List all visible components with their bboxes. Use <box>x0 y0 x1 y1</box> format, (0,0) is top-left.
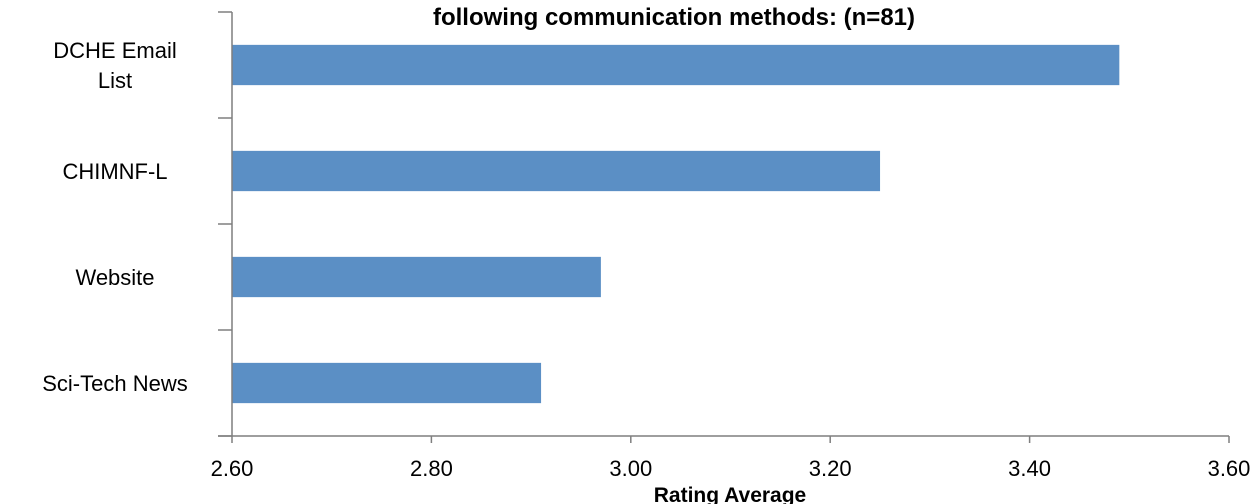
x-tick-label: 3.00 <box>609 456 652 481</box>
bar-chimnf-l <box>232 150 881 192</box>
category-labels: DCHE Email List CHIMNF-L Website Sci-Tech Ne… <box>42 38 187 396</box>
category-label: DCHE Email List <box>53 38 176 93</box>
bar-dche-email-list <box>232 44 1120 86</box>
x-tick-labels: 2.60 2.80 3.00 3.20 3.40 3.60 <box>211 456 1251 481</box>
x-tick-label: 2.80 <box>410 456 453 481</box>
chart-title: following communication methods: (n=81) <box>433 4 915 31</box>
category-label: Website <box>75 265 154 290</box>
bar-sci-tech-news <box>232 362 542 404</box>
x-tick-label: 3.60 <box>1208 456 1251 481</box>
axes-group <box>218 11 1230 443</box>
x-tick-label: 3.20 <box>809 456 852 481</box>
bars-group <box>232 44 1120 404</box>
category-label: CHIMNF-L <box>62 159 167 184</box>
bar-website <box>232 256 601 298</box>
x-tick-label: 2.60 <box>211 456 254 481</box>
x-tick-label: 3.40 <box>1008 456 1051 481</box>
x-axis-title: Rating Average <box>654 484 807 504</box>
category-label: Sci-Tech News <box>42 371 187 396</box>
